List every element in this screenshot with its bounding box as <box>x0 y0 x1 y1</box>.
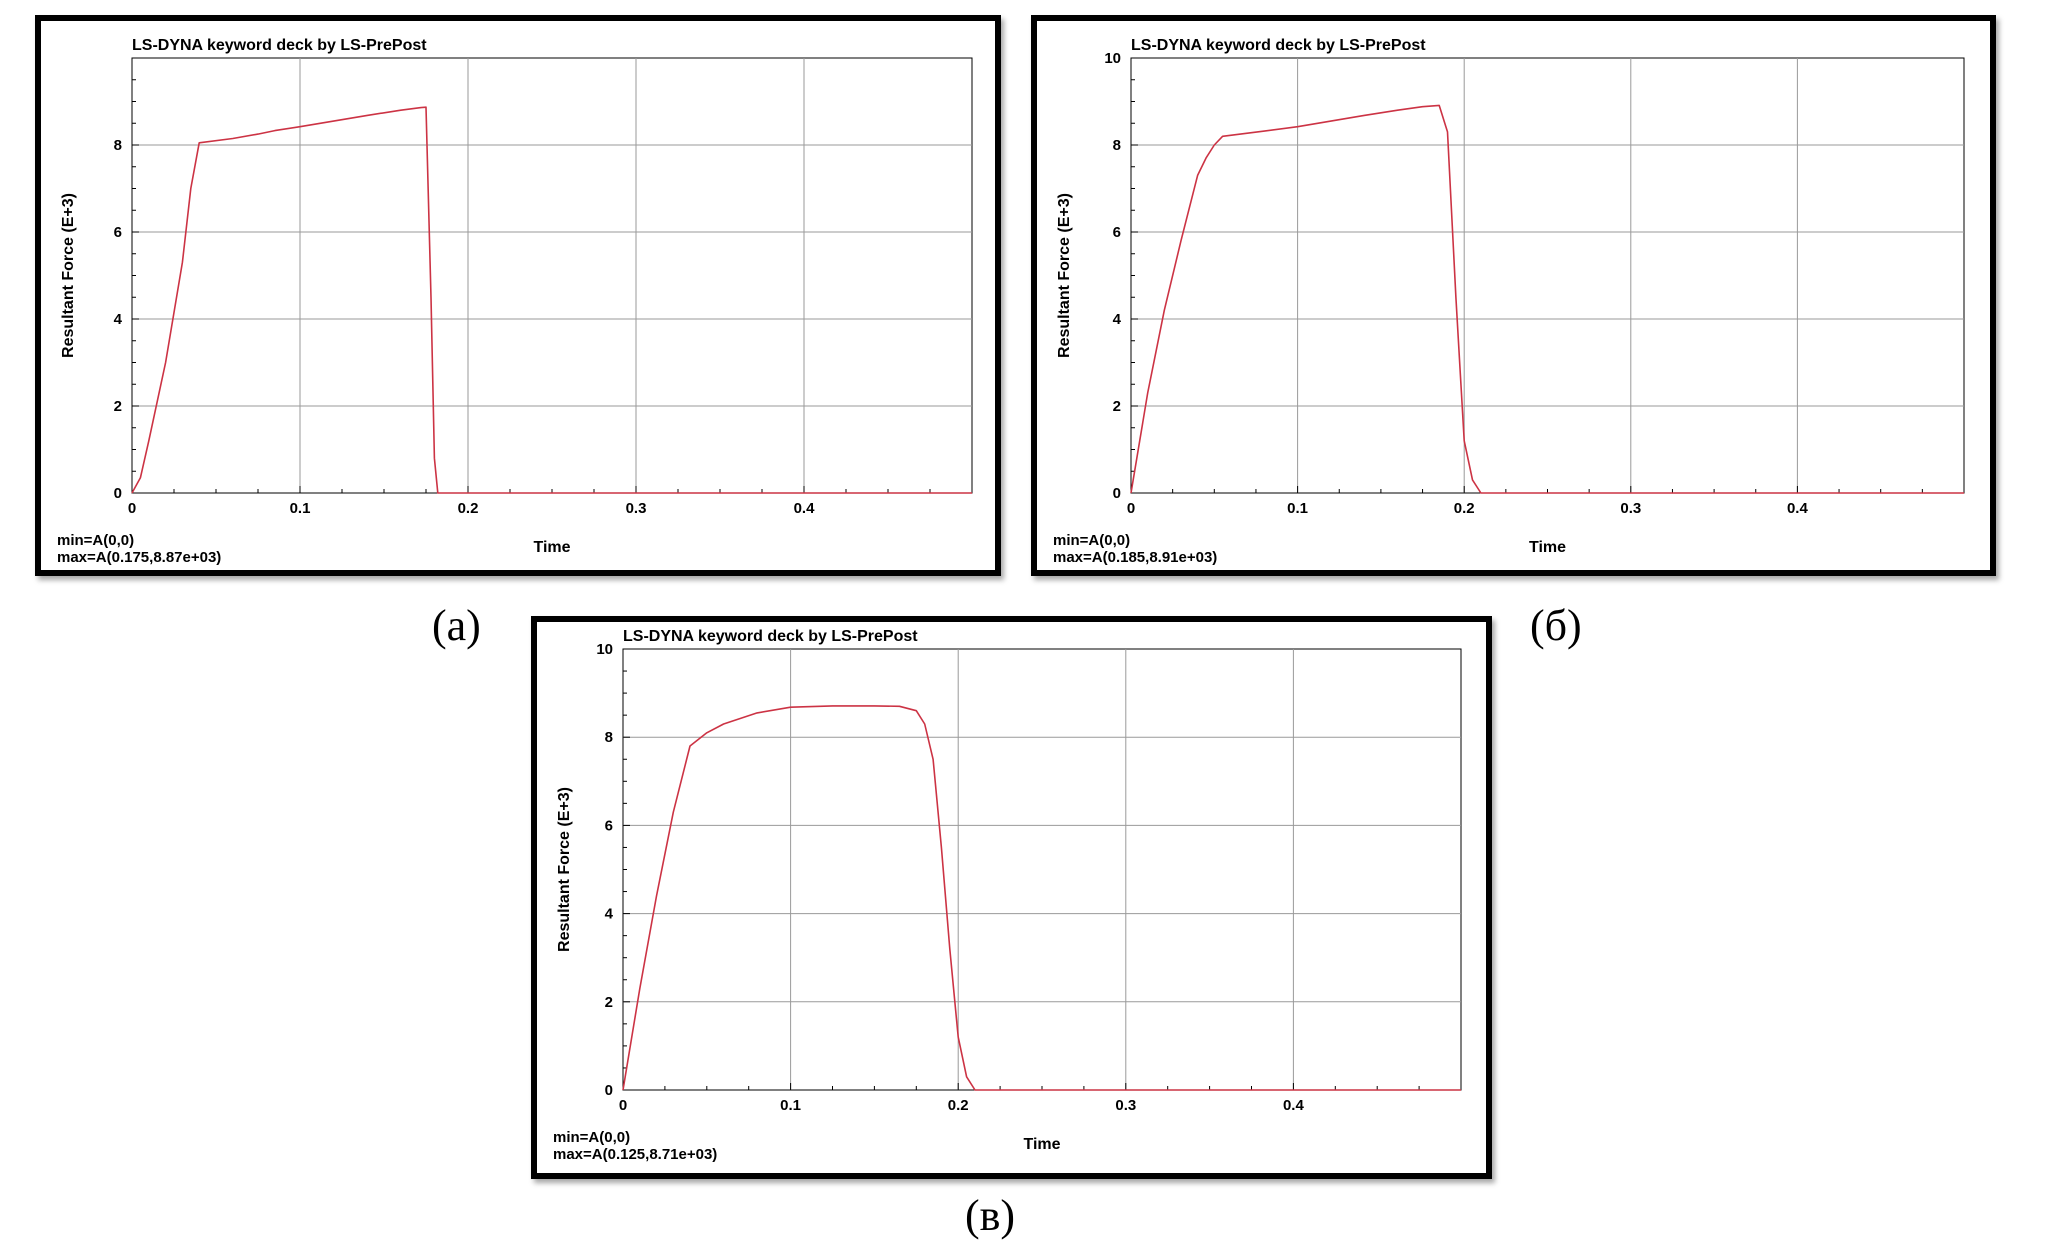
y-tick-label: 0 <box>605 1082 613 1099</box>
x-tick-label: 0.2 <box>1454 500 1475 517</box>
x-axis-label: Time <box>1023 1136 1060 1153</box>
x-tick-label: 0.1 <box>290 500 311 517</box>
min-label: min=A(0,0) <box>1053 532 1130 549</box>
plot-area <box>622 648 1462 1091</box>
plot-area <box>131 57 973 494</box>
x-tick-label: 0 <box>128 500 136 517</box>
chart-panel-c: 0 0.1 0.2 0.3 0.4 0 2 4 6 8 10 LS-DYNA keyword deck… <box>531 616 1492 1179</box>
y-tick-label: 8 <box>114 137 122 154</box>
series-line <box>131 106 972 494</box>
figure-caption-b: (б) <box>1530 601 1582 650</box>
x-tick-label: 0.4 <box>794 500 816 517</box>
min-label: min=A(0,0) <box>57 532 134 549</box>
chart-title: LS-DYNA keyword deck by LS-PrePost <box>1131 37 1426 54</box>
x-tick-label: 0 <box>619 1097 627 1114</box>
x-tick-label: 0 <box>1127 500 1135 517</box>
y-tick-label: 4 <box>114 311 123 328</box>
y-axis-label: Resultant Force (E+3) <box>60 193 77 358</box>
y-tick-label: 6 <box>605 817 613 834</box>
figure-caption-a: (a) <box>432 601 481 650</box>
x-axis-label: Time <box>1529 539 1566 556</box>
y-tick-label: 4 <box>1113 311 1122 328</box>
chart-title: LS-DYNA keyword deck by LS-PrePost <box>132 37 427 54</box>
figure-caption-c: (в) <box>965 1191 1016 1240</box>
x-tick-label: 0.1 <box>1287 500 1308 517</box>
x-tick-label: 0.2 <box>458 500 479 517</box>
y-axis-label: Resultant Force (E+3) <box>1056 193 1073 358</box>
y-tick-label: 2 <box>605 994 613 1011</box>
series-line <box>1130 104 1964 494</box>
chart-title: LS-DYNA keyword deck by LS-PrePost <box>623 628 918 645</box>
y-tick-label: 10 <box>596 641 613 658</box>
chart-svg-c: 0 0.1 0.2 0.3 0.4 0 2 4 6 8 10 LS-DYNA keyword deck… <box>553 628 1462 1163</box>
x-tick-label: 0.3 <box>1620 500 1641 517</box>
y-axis-label: Resultant Force (E+3) <box>556 787 573 952</box>
chart-panel-b: 0 0.1 0.2 0.3 0.4 0 2 4 6 8 10 LS-DYNA keyword deck… <box>1031 15 1996 576</box>
y-tick-label: 8 <box>1113 137 1121 154</box>
y-tick-label: 10 <box>1104 50 1121 67</box>
max-label: max=A(0.125,8.71e+03) <box>553 1146 717 1163</box>
max-label: max=A(0.175,8.87e+03) <box>57 549 221 566</box>
y-tick-label: 2 <box>1113 398 1121 415</box>
y-tick-label: 2 <box>114 398 122 415</box>
y-tick-label: 0 <box>1113 485 1121 502</box>
series-line <box>622 705 1461 1091</box>
y-tick-label: 8 <box>605 729 613 746</box>
y-tick-label: 6 <box>114 224 122 241</box>
max-label: max=A(0.185,8.91e+03) <box>1053 549 1217 566</box>
min-label: min=A(0,0) <box>553 1129 630 1146</box>
chart-svg-b: 0 0.1 0.2 0.3 0.4 0 2 4 6 8 10 LS-DYNA keyword deck… <box>1053 37 1965 566</box>
plot-area <box>1130 57 1965 494</box>
x-axis-label: Time <box>533 539 570 556</box>
x-tick-label: 0.1 <box>780 1097 801 1114</box>
y-tick-label: 0 <box>114 485 122 502</box>
x-tick-label: 0.4 <box>1283 1097 1305 1114</box>
y-tick-label: 6 <box>1113 224 1121 241</box>
x-tick-label: 0.3 <box>626 500 647 517</box>
x-tick-label: 0.2 <box>948 1097 969 1114</box>
chart-svg-a: 0 0.1 0.2 0.3 0.4 0 2 4 6 8 LS-DYNA keyword deck b… <box>57 37 973 566</box>
chart-panel-a: 0 0.1 0.2 0.3 0.4 0 2 4 6 8 LS-DYNA keyword deck b… <box>35 15 1001 576</box>
y-tick-label: 4 <box>605 906 614 923</box>
x-tick-label: 0.3 <box>1115 1097 1136 1114</box>
x-tick-label: 0.4 <box>1787 500 1809 517</box>
